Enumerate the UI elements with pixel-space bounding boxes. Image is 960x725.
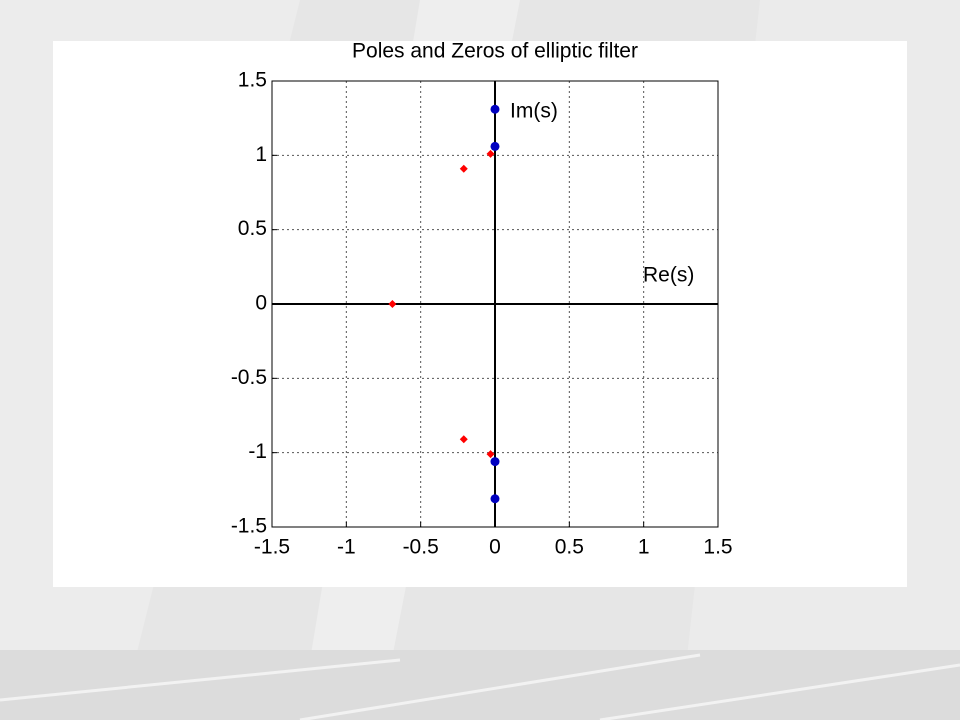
chart-title: Poles and Zeros of elliptic filter (352, 40, 638, 63)
pole-marker (459, 164, 468, 173)
annotation: Im(s) (510, 100, 558, 123)
x-tick-label: 1.5 (703, 536, 732, 559)
y-tick-label: 1.5 (238, 69, 267, 92)
pole-marker (486, 450, 495, 459)
zero-marker (490, 141, 500, 151)
y-tick-label: -1 (248, 440, 267, 463)
zero-marker (490, 104, 500, 114)
pole-marker (388, 300, 397, 308)
x-tick-label: 0 (489, 536, 501, 559)
decor (0, 653, 960, 722)
x-tick-label: 0.5 (555, 536, 584, 559)
annotation: Re(s) (643, 264, 694, 287)
zero-marker (490, 457, 500, 467)
y-tick-label: 0.5 (238, 217, 267, 240)
pole-marker (486, 149, 495, 158)
x-tick-label: -0.5 (403, 536, 439, 559)
plot-frame (271, 80, 719, 528)
pole-marker (459, 435, 468, 444)
y-tick-label: 0 (255, 292, 267, 315)
zero-marker (490, 494, 500, 504)
x-tick-label: 1 (638, 536, 650, 559)
y-tick-label: -0.5 (231, 366, 267, 389)
x-tick-label: -1.5 (254, 536, 290, 559)
y-tick-label: 1 (255, 143, 267, 166)
x-tick-label: -1 (337, 536, 356, 559)
y-tick-label: -1.5 (231, 515, 267, 538)
